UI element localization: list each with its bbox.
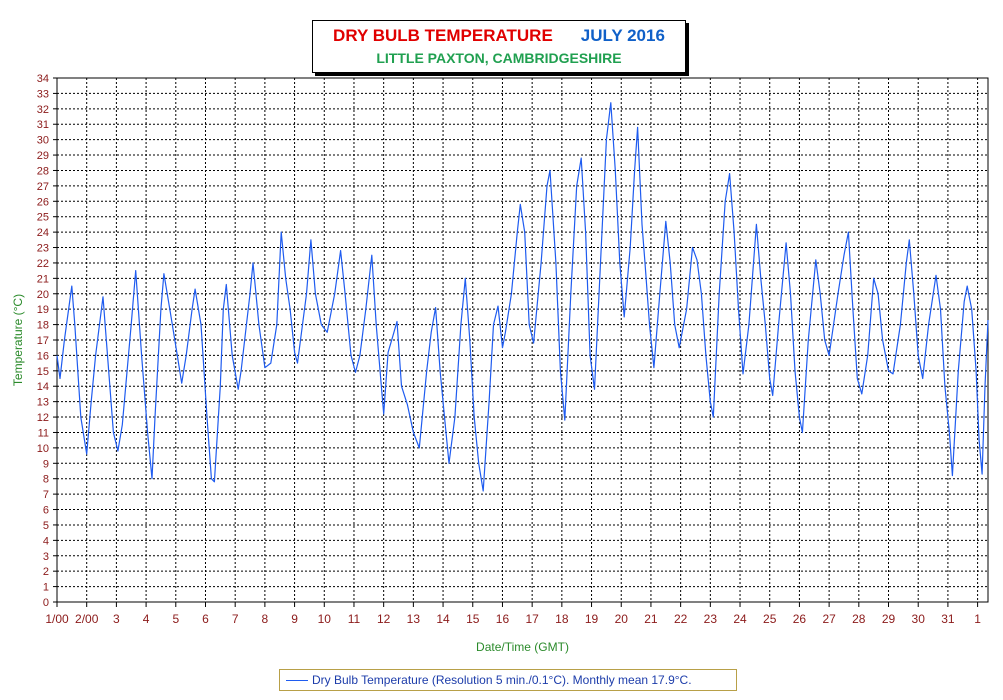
x-tick-label: 21: [644, 612, 658, 626]
legend-line-swatch: [286, 680, 308, 681]
x-tick-label: 29: [882, 612, 896, 626]
x-tick-label: 12: [377, 612, 391, 626]
title-line: DRY BULB TEMPERATURE JULY 2016: [313, 26, 685, 46]
y-tick-label: 2: [43, 566, 49, 578]
title-box: DRY BULB TEMPERATURE JULY 2016 LITTLE PAX…: [312, 20, 686, 73]
y-tick-label: 5: [43, 520, 49, 532]
x-tick-label: 31: [941, 612, 955, 626]
x-tick-label: 6: [202, 612, 209, 626]
y-tick-label: 28: [37, 165, 49, 177]
x-tick-label: 8: [262, 612, 269, 626]
x-tick-label: 14: [436, 612, 450, 626]
y-tick-label: 31: [37, 119, 49, 131]
y-tick-label: 7: [43, 489, 49, 501]
y-axis-label: Temperature (°C): [11, 294, 25, 386]
y-tick-label: 34: [37, 73, 49, 85]
chart-title: DRY BULB TEMPERATURE: [333, 26, 553, 45]
x-tick-label: 13: [407, 612, 421, 626]
x-tick-label: 15: [466, 612, 480, 626]
x-axis-label: Date/Time (GMT): [476, 640, 569, 654]
y-tick-label: 19: [37, 304, 49, 316]
x-tick-label: 7: [232, 612, 239, 626]
x-tick-label: 4: [143, 612, 150, 626]
y-tick-label: 3: [43, 551, 49, 563]
x-tick-label: 1/00: [45, 612, 69, 626]
y-tick-label: 12: [37, 412, 49, 424]
x-tick-label: 22: [674, 612, 688, 626]
y-tick-label: 16: [37, 350, 49, 362]
x-tick-label: 10: [318, 612, 332, 626]
x-tick-label: 30: [912, 612, 926, 626]
y-tick-label: 33: [37, 88, 49, 100]
y-tick-label: 25: [37, 212, 49, 224]
y-tick-label: 9: [43, 458, 49, 470]
x-tick-label: 27: [822, 612, 836, 626]
chart-month: JULY 2016: [580, 26, 665, 45]
x-tick-label: 28: [852, 612, 866, 626]
y-tick-label: 22: [37, 258, 49, 270]
y-tick-label: 29: [37, 150, 49, 162]
y-tick-label: 4: [43, 535, 49, 547]
y-tick-label: 11: [38, 427, 49, 439]
y-tick-label: 10: [37, 443, 49, 455]
x-tick-label: 25: [763, 612, 777, 626]
y-tick-label: 14: [37, 381, 49, 393]
y-tick-label: 23: [37, 243, 49, 255]
x-tick-label: 3: [113, 612, 120, 626]
y-tick-label: 6: [43, 505, 49, 517]
y-tick-label: 20: [37, 289, 49, 301]
y-tick-label: 15: [37, 366, 49, 378]
x-tick-label: 19: [585, 612, 599, 626]
x-tick-label: 26: [793, 612, 807, 626]
y-tick-label: 0: [43, 597, 49, 609]
y-tick-label: 24: [37, 227, 49, 239]
y-tick-label: 18: [37, 320, 49, 332]
x-tick-label: 11: [348, 612, 361, 626]
series-line: [56, 102, 989, 492]
x-tick-label: 24: [733, 612, 747, 626]
legend: Dry Bulb Temperature (Resolution 5 min./…: [279, 669, 737, 691]
y-tick-label: 30: [37, 135, 49, 147]
y-tick-label: 26: [37, 196, 49, 208]
x-tick-label: 2/00: [75, 612, 99, 626]
legend-label: Dry Bulb Temperature (Resolution 5 min./…: [312, 673, 692, 687]
x-tick-label: 1: [974, 612, 981, 626]
y-tick-label: 32: [37, 104, 49, 116]
x-tick-label: 17: [525, 612, 539, 626]
x-tick-label: 16: [496, 612, 510, 626]
x-tick-label: 9: [291, 612, 298, 626]
y-tick-label: 1: [43, 582, 49, 594]
y-tick-label: 21: [37, 273, 49, 285]
y-tick-label: 17: [37, 335, 49, 347]
x-tick-label: 20: [615, 612, 629, 626]
x-tick-label: 5: [172, 612, 179, 626]
chart-subtitle: LITTLE PAXTON, CAMBRIDGESHIRE: [376, 50, 622, 66]
y-tick-label: 13: [37, 397, 49, 409]
plot-frame: [56, 77, 989, 603]
y-tick-label: 27: [37, 181, 49, 193]
x-tick-label: 23: [704, 612, 718, 626]
y-tick-label: 8: [43, 474, 49, 486]
x-tick-label: 18: [555, 612, 569, 626]
